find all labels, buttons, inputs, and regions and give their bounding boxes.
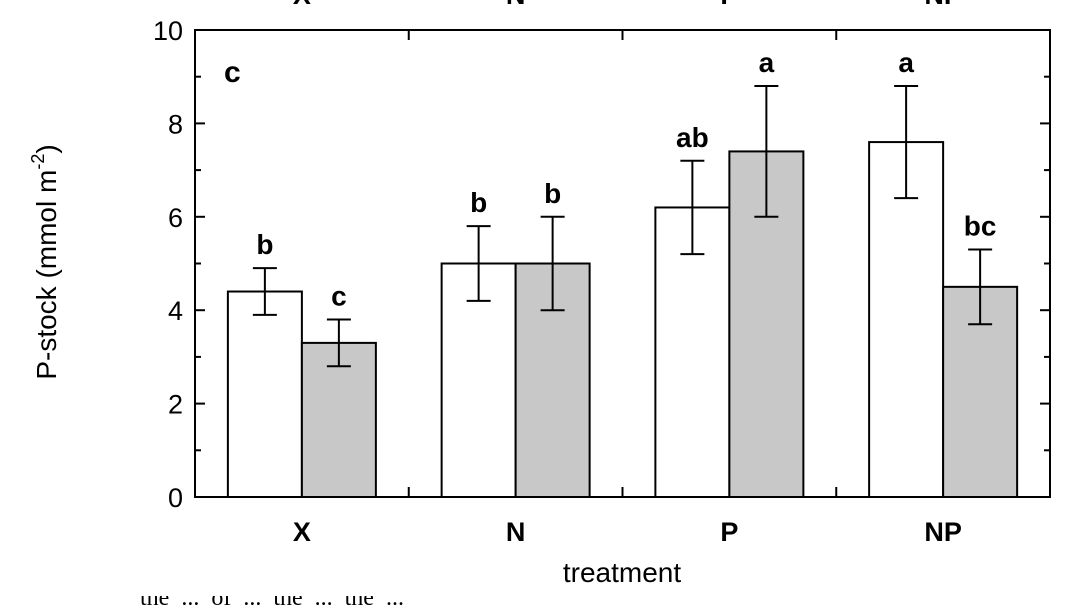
bar [226, 290, 303, 498]
y-tick-label: 4 [168, 296, 183, 326]
significance-label: b [470, 187, 487, 218]
bar [868, 141, 945, 499]
caption-fragment: the ... of ... the ... the ... [0, 596, 1090, 612]
top-category-label: P [720, 0, 738, 10]
axes: 0 2 4 6 8 10 [153, 16, 1051, 513]
bar [440, 262, 517, 498]
significance-label: a [759, 47, 775, 78]
y-axis-title-close: ) [31, 144, 62, 153]
y-axis-title: P-stock (mmol m-2) [28, 144, 62, 379]
bar [300, 341, 377, 499]
y-axis-title-superscript: -2 [28, 154, 48, 170]
bar [654, 206, 731, 499]
significance-label: bc [964, 210, 997, 241]
y-axis-title-main: P-stock (mmol m [31, 170, 62, 380]
caption-text: the ... of ... the ... the ... [140, 596, 404, 611]
y-tick-label: 8 [168, 109, 183, 139]
labels: XNPNPXNPNPbbabacbabc [256, 0, 996, 547]
significance-label: ab [676, 122, 709, 153]
x-category-label: N [506, 517, 526, 547]
panel-label: c [224, 56, 241, 89]
top-category-label: N [506, 0, 526, 10]
y-tick-label: 10 [153, 16, 183, 46]
significance-label: b [256, 229, 273, 260]
significance-label: c [331, 281, 347, 312]
top-category-label: X [293, 0, 311, 10]
x-category-label: P [720, 517, 738, 547]
significance-label: a [898, 47, 914, 78]
x-category-label: X [293, 517, 311, 547]
x-axis-title: treatment [563, 557, 681, 588]
y-tick-label: 0 [168, 483, 183, 513]
x-category-label: NP [924, 517, 962, 547]
bars [226, 85, 1019, 499]
significance-label: b [544, 178, 561, 209]
y-tick-label: 6 [168, 203, 183, 233]
top-category-label: NP [924, 0, 962, 10]
y-tick-label: 2 [168, 390, 183, 420]
